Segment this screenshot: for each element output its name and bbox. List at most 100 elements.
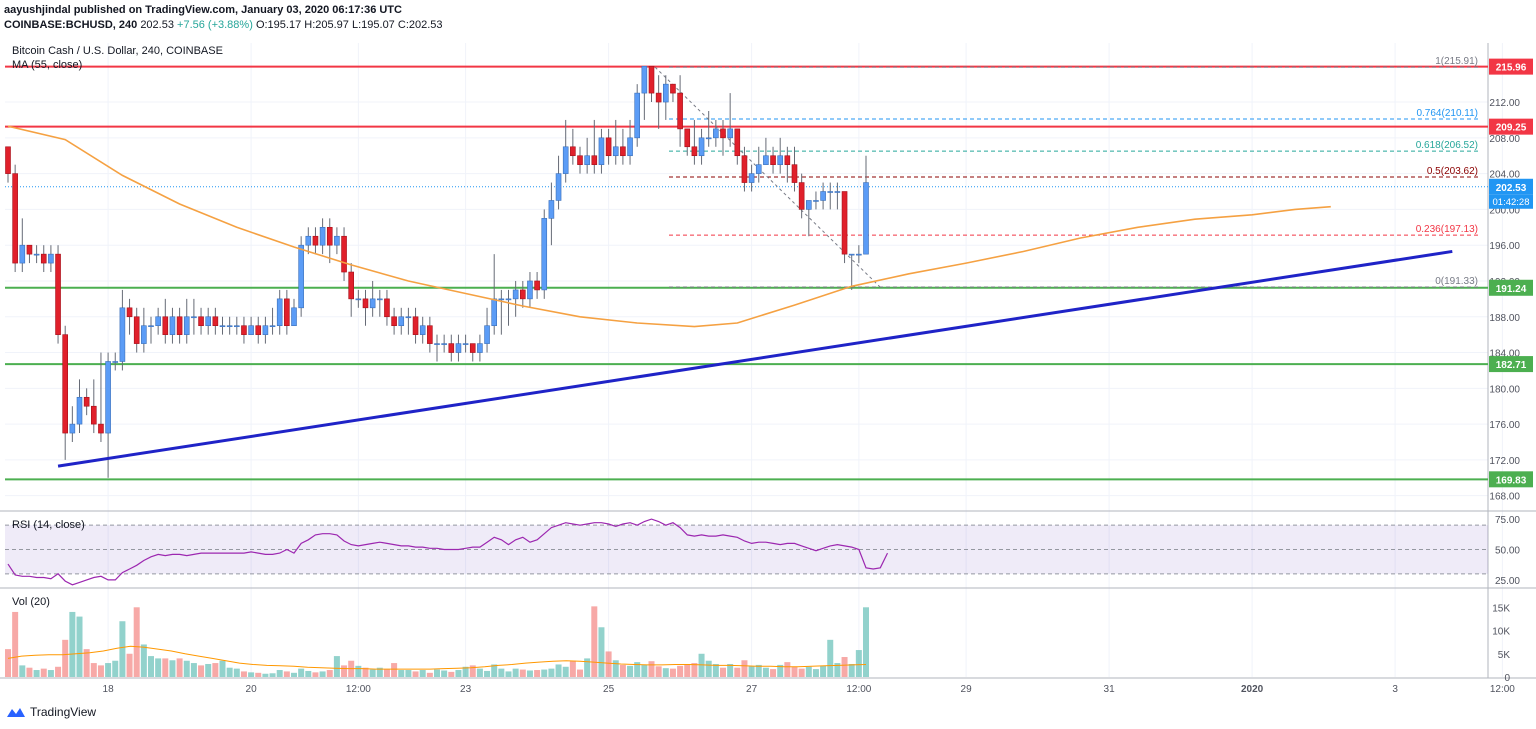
rsi-band: [5, 524, 1488, 575]
volume-bar: [248, 672, 255, 677]
candle-body: [119, 307, 126, 362]
last-price: 202.53: [140, 19, 174, 31]
volume-bar: [469, 665, 476, 677]
volume-bar: [312, 672, 319, 677]
volume-bar: [755, 664, 762, 677]
candle-body: [827, 191, 834, 193]
candle-body: [262, 325, 269, 335]
volume-bar: [762, 667, 769, 677]
candle-body: [248, 325, 254, 335]
volume-bar: [662, 668, 669, 677]
rsi-line-group: [7, 518, 889, 586]
volume-bar: [455, 670, 462, 677]
volume-bar: [784, 662, 791, 677]
volume-tick-label: 0: [1504, 673, 1510, 684]
volume-bar: [426, 672, 433, 677]
ma55-line: [7, 125, 1331, 328]
support-tag-label: 182.71: [1496, 360, 1527, 371]
candle-body: [284, 298, 290, 327]
trendline[interactable]: [57, 249, 1453, 468]
price-tick-label: 168.00: [1489, 492, 1520, 503]
candle-body: [19, 244, 26, 264]
volume-bar: [326, 670, 333, 677]
volume-bar: [276, 670, 283, 677]
footer-brand[interactable]: TradingView: [6, 705, 96, 719]
volume-bar: [398, 670, 405, 677]
last-price-tag-label: 202.53: [1496, 183, 1527, 194]
last-price-tag: [1489, 178, 1533, 195]
volume-bar: [627, 665, 634, 677]
symbol-label: COINBASE:BCHUSD, 240: [4, 19, 138, 31]
candle-body: [591, 155, 598, 165]
candle-body: [741, 155, 748, 183]
volume-bar: [219, 660, 226, 677]
candle-body: [126, 307, 133, 318]
price-axis[interactable]: 168.00172.00176.00180.00184.00188.00192.…: [1489, 58, 1533, 684]
price-tick-label: 208.00: [1489, 134, 1520, 145]
volume-bar: [741, 660, 748, 677]
volume-ma-line: [7, 645, 867, 670]
candle-body: [477, 343, 483, 353]
volume-bar: [441, 670, 448, 677]
fibonacci-retracement[interactable]: 1(215.91) 0.764(210.11) 0.618(206.52) 0.5(2…: [654, 56, 1480, 288]
volume-bar: [19, 665, 26, 677]
volume-bar: [12, 611, 19, 677]
trendline-group[interactable]: [57, 249, 1453, 468]
open-value: O:195.17: [255, 19, 302, 31]
time-tick-label: 31: [1104, 684, 1116, 695]
volume-tick-label: 10K: [1492, 627, 1510, 638]
volume-bar: [669, 668, 676, 677]
support-tag: [1489, 279, 1533, 296]
support-tag: [1489, 356, 1533, 373]
price-tick-label: 196.00: [1489, 241, 1520, 252]
volume-bar: [720, 667, 726, 677]
volume-bar: [848, 663, 855, 677]
candle-body: [105, 361, 111, 434]
candle-body: [755, 164, 762, 174]
candlesticks: [5, 65, 869, 478]
candle-body: [412, 316, 419, 335]
volume-bar: [90, 663, 97, 677]
candle-body: [469, 343, 476, 353]
countdown-tag: [1489, 194, 1533, 209]
candle-body: [69, 423, 76, 434]
time-tick-label: 12:00: [1490, 684, 1515, 695]
candle-body: [677, 92, 683, 130]
candle-body: [5, 146, 11, 174]
candle-body: [291, 307, 297, 327]
time-axis[interactable]: 182012:0023252712:0029312020312:00681012…: [103, 684, 1536, 695]
volume-bar: [512, 668, 519, 677]
volume-bar: [212, 663, 219, 677]
price-tick-label: 184.00: [1489, 349, 1520, 360]
candle-body: [805, 200, 812, 210]
candle-body: [133, 316, 140, 344]
candle-body: [612, 146, 619, 157]
rsi-line: [7, 518, 889, 586]
volume-bar: [97, 665, 104, 677]
volume-bar: [734, 667, 741, 677]
candle-body: [698, 137, 705, 157]
volume-bar: [462, 666, 469, 677]
candle-body: [534, 280, 540, 291]
candle-body: [341, 235, 347, 273]
volume-bar: [770, 669, 777, 677]
candle-body: [369, 298, 376, 309]
volume-bar: [534, 670, 541, 677]
volume-bar: [291, 672, 297, 677]
candle-body: [455, 343, 462, 353]
rsi-tick-label: 75.00: [1495, 515, 1520, 526]
candle-body: [298, 244, 304, 309]
candle-body: [856, 253, 862, 256]
volume-bar: [183, 660, 190, 677]
candle-body: [655, 92, 662, 103]
candle-body: [255, 325, 262, 335]
candle-body: [598, 137, 605, 165]
volume-bar: [526, 670, 533, 677]
grid-lines: [5, 43, 1503, 677]
candle-body: [83, 396, 90, 407]
candle-body: [813, 200, 819, 202]
trading-chart[interactable]: 1(215.91) 0.764(210.11) 0.618(206.52) 0.5(2…: [0, 0, 1536, 700]
volume-bar: [305, 670, 312, 677]
volume-bar: [698, 653, 705, 677]
candle-body: [562, 146, 569, 174]
